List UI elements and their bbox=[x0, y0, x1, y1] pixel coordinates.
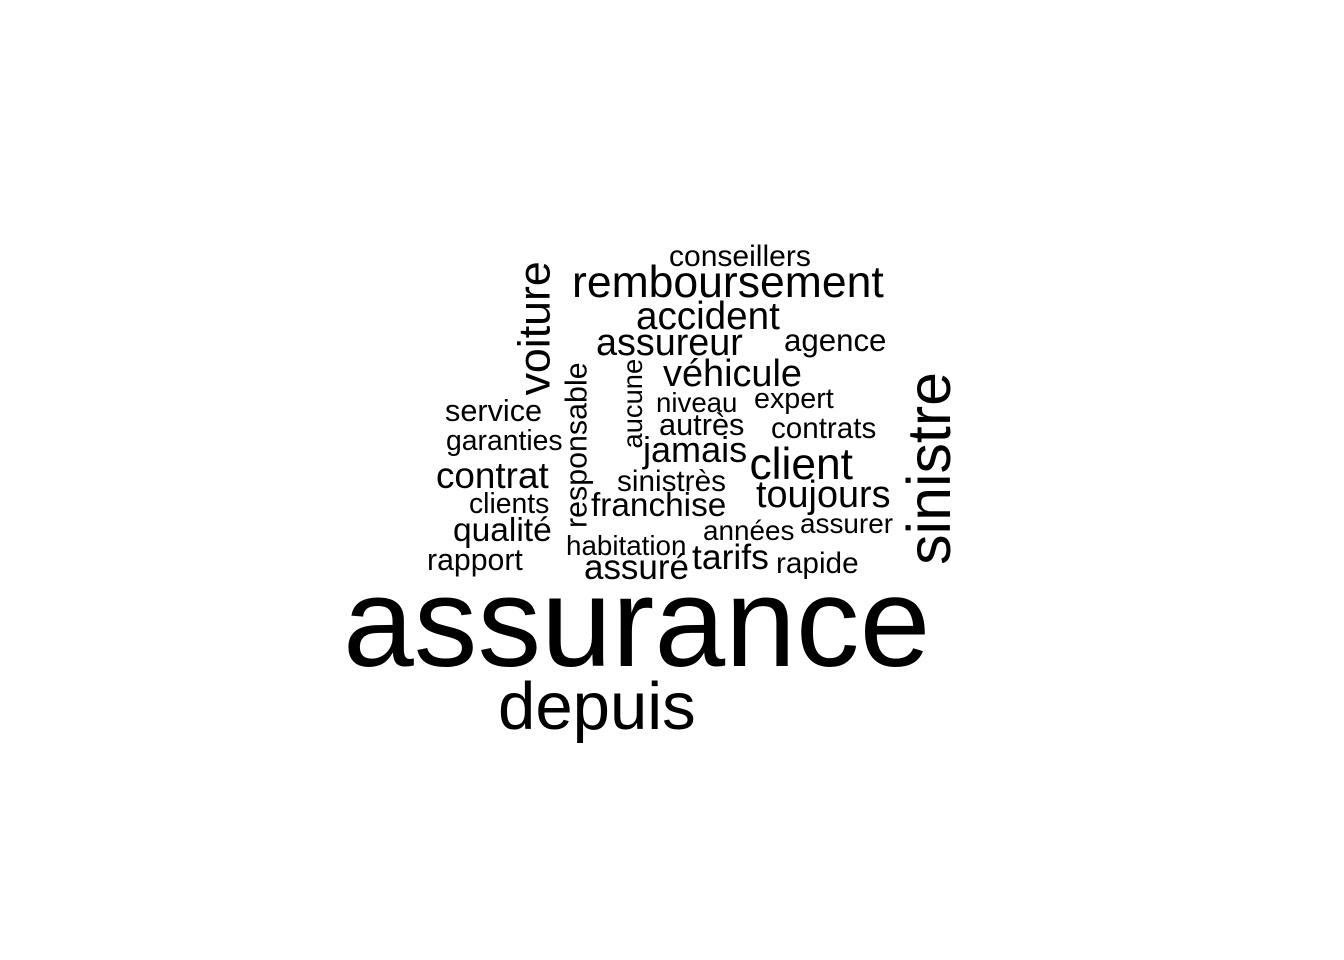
word-annees: années bbox=[703, 515, 795, 546]
word-client: client bbox=[749, 439, 853, 489]
word-assurer: assurer bbox=[800, 508, 894, 539]
word-contrats: contrats bbox=[771, 411, 877, 445]
word-assurance: assurance bbox=[343, 550, 931, 693]
word-sinistres: sinistrès bbox=[617, 464, 726, 498]
word-autres: autrès bbox=[659, 407, 745, 442]
word-accident: accident bbox=[636, 295, 780, 338]
word-franchise: franchise bbox=[591, 486, 727, 524]
word-tarifs: tarifs bbox=[692, 537, 769, 577]
word-sinistre: sinistre bbox=[894, 371, 963, 565]
word-voiture: voiture bbox=[510, 260, 560, 395]
word-jamais: jamais bbox=[643, 429, 748, 470]
word-toujours: toujours bbox=[756, 474, 891, 516]
word-garanties: garanties bbox=[446, 424, 563, 457]
word-assure: assuré bbox=[584, 548, 689, 587]
word-niveau: niveau bbox=[656, 387, 738, 418]
word-rapport: rapport bbox=[427, 544, 523, 577]
word-service: service bbox=[445, 393, 543, 428]
word-rapide: rapide bbox=[776, 546, 859, 580]
word-expert: expert bbox=[754, 383, 834, 415]
word-habitation: habitation bbox=[566, 530, 687, 561]
word-remboursement: remboursement bbox=[572, 257, 884, 307]
word-clients: clients bbox=[469, 488, 550, 520]
word-depuis: depuis bbox=[498, 669, 696, 744]
word-agence: agence bbox=[784, 322, 887, 358]
word-qualite: qualité bbox=[453, 512, 552, 549]
word-responsable: responsable bbox=[559, 362, 594, 529]
word-contrat: contrat bbox=[436, 454, 549, 496]
word-conseillers: conseillers bbox=[669, 239, 811, 273]
word-assureur: assureur bbox=[596, 321, 743, 363]
word-vehicule: véhicule bbox=[663, 353, 802, 395]
word-aucune: aucune bbox=[617, 358, 649, 448]
